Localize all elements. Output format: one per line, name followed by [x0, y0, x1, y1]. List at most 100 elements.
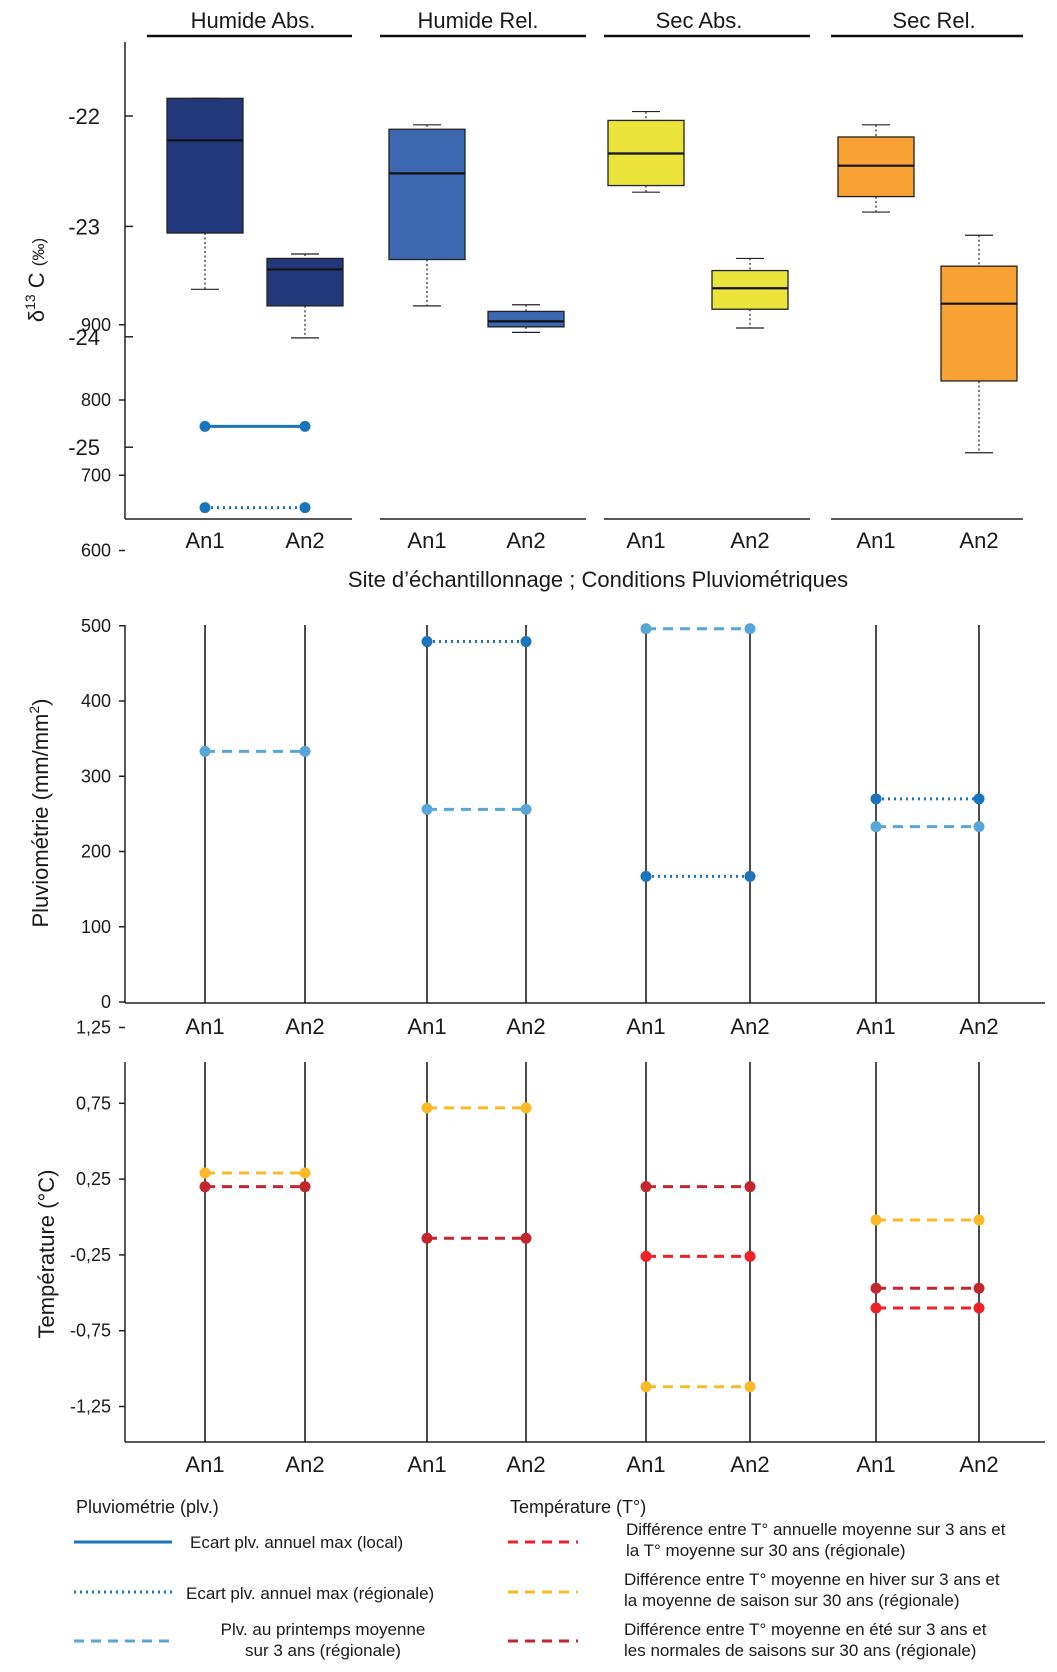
x-tick-label: An1: [856, 1014, 895, 1039]
data-point: [520, 1232, 532, 1244]
x-tick-label: An1: [626, 1452, 665, 1477]
data-point: [870, 1214, 882, 1226]
y-tick-label: -25: [68, 435, 100, 460]
y-tick-label: 0,25: [76, 1169, 111, 1189]
group-label: Humide Rel.: [417, 8, 538, 33]
legend-item-winter-temp: Différence entre T° moyenne en hiver sur…: [624, 1569, 1000, 1611]
y-axis-title: Pluviométrie (mm/mm2): [26, 698, 53, 927]
data-point: [421, 803, 433, 815]
data-point: [520, 1102, 532, 1114]
rainfall-panel: 0 100 200 300 400 500 600 700 800 900 An1 An2 An1 An2…: [26, 315, 1045, 1039]
x-tick-label: An1: [407, 1014, 446, 1039]
box: [940, 265, 1018, 382]
x-tick-label: An2: [285, 1452, 324, 1477]
group-label: Sec Rel.: [892, 8, 975, 33]
data-point: [640, 1181, 652, 1193]
legend-swatches: [74, 1540, 578, 1643]
x-axis-title: Site d’échantillonnage ; Conditions Pluv…: [348, 567, 848, 592]
box: [837, 136, 915, 198]
legend-item-line: la moyenne de saison sur 30 ans (régiona…: [624, 1591, 960, 1610]
data-point: [744, 870, 756, 882]
x-tick-label: An2: [506, 1452, 545, 1477]
box: [711, 269, 789, 310]
x-tick-label: An2: [730, 1014, 769, 1039]
data-point: [744, 623, 756, 635]
data-point: [199, 1167, 211, 1179]
legend-item-line: Différence entre T° annuelle moyenne sur…: [626, 1520, 1006, 1539]
data-point: [299, 1167, 311, 1179]
data-point: [421, 1232, 433, 1244]
d13c-boxplot-panel: -22 -23 -24 -25 Humide Abs. An1 An2 Humide Rel.…: [22, 8, 1023, 592]
x-tick-label: An2: [959, 528, 998, 553]
data-point: [299, 502, 311, 514]
y-tick-label: 100: [81, 917, 111, 937]
box: [166, 97, 244, 234]
y-tick-label: -1,25: [70, 1397, 111, 1417]
data-point: [199, 745, 211, 757]
temperature-panel: 1,25 0,75 0,25 -0,25 -0,75 -1,25 An1 An2 An1 An2 A…: [34, 1018, 1045, 1477]
x-tick-label: An2: [959, 1452, 998, 1477]
data-point: [640, 870, 652, 882]
x-tick-label: An1: [185, 1014, 224, 1039]
data-point: [640, 1381, 652, 1393]
data-point: [199, 420, 211, 432]
legend-item-local-max-rain: Ecart plv. annuel max (local): [190, 1532, 403, 1553]
y-tick-label: -0,75: [70, 1321, 111, 1341]
data-point: [199, 1181, 211, 1193]
y-tick-label: 500: [81, 616, 111, 636]
legend-item-line: Différence entre T° moyenne en hiver sur…: [624, 1570, 1000, 1589]
data-point: [870, 1302, 882, 1314]
data-point: [520, 636, 532, 648]
y-tick-label: 1,25: [76, 1018, 111, 1038]
legend-item-regional-max-rain: Ecart plv. annuel max (régionale): [186, 1583, 434, 1604]
legend-item-line: Ecart plv. annuel max (régionale): [186, 1584, 435, 1603]
y-tick-label: 600: [81, 541, 111, 561]
x-tick-label: An2: [959, 1014, 998, 1039]
data-point: [973, 1282, 985, 1294]
legend-item-annual-temp: Différence entre T° annuelle moyenne sur…: [626, 1519, 1005, 1561]
box: [266, 257, 344, 307]
data-point: [299, 420, 311, 432]
x-tick-label: An2: [730, 528, 769, 553]
data-point: [744, 1250, 756, 1262]
data-point: [870, 793, 882, 805]
y-tick-label: 0,75: [76, 1093, 111, 1113]
x-tick-label: An2: [285, 1014, 324, 1039]
y-tick-label: 0: [101, 992, 111, 1012]
y-axis-title: Température (°C): [34, 1170, 59, 1339]
data-point: [640, 623, 652, 635]
y-tick-label: -24: [68, 325, 100, 350]
data-point: [973, 793, 985, 805]
x-tick-label: An1: [407, 528, 446, 553]
x-tick-label: An1: [626, 528, 665, 553]
box: [388, 128, 466, 261]
x-tick-label: An2: [506, 528, 545, 553]
x-tick-label: An2: [730, 1452, 769, 1477]
x-tick-label: An1: [856, 1452, 895, 1477]
y-tick-label: 700: [81, 465, 111, 485]
y-tick-label: 300: [81, 766, 111, 786]
y-tick-label: -23: [68, 214, 100, 239]
data-point: [973, 821, 985, 833]
y-tick-label: 800: [81, 390, 111, 410]
legend-item-summer-temp: Différence entre T° moyenne en été sur 3…: [624, 1619, 986, 1661]
group-label: Sec Abs.: [656, 8, 743, 33]
data-point: [744, 1381, 756, 1393]
box: [487, 310, 565, 328]
legend-item-line: Différence entre T° moyenne en été sur 3…: [624, 1620, 987, 1639]
x-tick-label: An2: [506, 1014, 545, 1039]
y-axis-title: δ13 C (‰): [22, 238, 49, 322]
legend-item-spring-rain: Plv. au printemps moyenne sur 3 ans (rég…: [198, 1619, 448, 1661]
y-tick-label: -22: [68, 104, 100, 129]
legend-title-temperature: Température (T°): [510, 1497, 647, 1517]
legend-item-line: Ecart plv. annuel max (local): [190, 1533, 404, 1552]
legend-item-line: sur 3 ans (régionale): [245, 1641, 401, 1660]
data-point: [421, 1102, 433, 1114]
y-tick-label: -0,25: [70, 1245, 111, 1265]
data-point: [744, 1181, 756, 1193]
data-point: [421, 636, 433, 648]
data-point: [299, 1181, 311, 1193]
x-tick-label: An2: [285, 528, 324, 553]
data-point: [973, 1302, 985, 1314]
